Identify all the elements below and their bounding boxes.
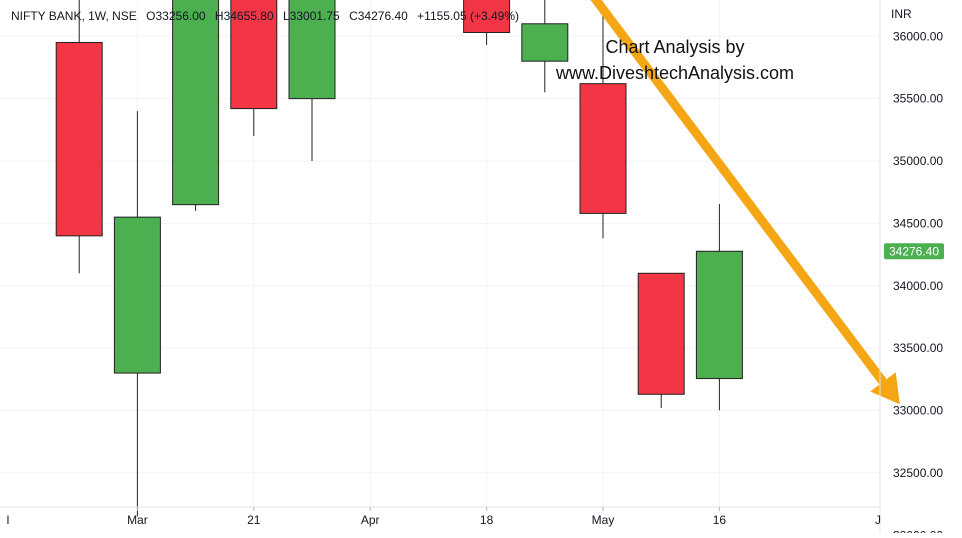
x-tick-label: 18 [480,513,494,527]
last-price-tag: 34276.40 [884,243,944,260]
candles [55,0,743,517]
y-tick-label: 33500.00 [893,341,943,355]
close-value: 34276.40 [358,9,408,23]
candle-body-bear [230,0,278,110]
trend-arrow [590,0,900,405]
svg-text:NIFTY BANK, 1W, NSE O3: NIFTY BANK, 1W, NSE O33256.00 H34655.80 … [11,9,519,23]
high-value: 34655.80 [224,9,274,23]
watermark-line-1: Chart Analysis by [605,37,744,57]
x-tick-label: 21 [247,513,261,527]
y-tick-label: 36000.00 [893,29,943,43]
trend-arrow-shaft [590,0,887,385]
candle [463,0,511,45]
candle [113,111,161,517]
symbol-name: NIFTY BANK, 1W, NSE [11,9,137,23]
last-price-tag-bg [884,243,944,260]
x-tick-label-edge-right: J [875,513,881,527]
candle [579,13,627,239]
candle [172,0,220,211]
candle [521,0,569,93]
candle [55,0,103,274]
last-price-label: 34276.40 [889,244,939,258]
x-tick-label-edge-left: l [7,513,10,527]
change-value: +1155.05 (+3.49%) [417,9,519,23]
low-value: 33001.75 [290,9,340,23]
price-axis: INR 39000.0038500.0038000.0037500.003700… [879,0,943,538]
x-tick-label: 16 [713,513,727,527]
x-tick-label: Mar [127,513,148,527]
y-tick-label: 33000.00 [893,404,943,418]
candle-body-bear [55,41,103,237]
candle-body-bull [288,0,336,100]
trend-arrow-head [870,372,900,405]
y-tick-label: 35500.00 [893,92,943,106]
x-tick-label: Apr [361,513,380,527]
candle-body-bear [637,272,685,395]
open-value: 33256.00 [156,9,206,23]
y-tick-label: 34500.00 [893,216,943,230]
candle-body-bull [113,216,161,374]
candle-body-bull [521,23,569,62]
watermark: Chart Analysis by www.DiveshtechAnalysis… [555,37,794,83]
candle [695,203,743,411]
currency-label: INR [891,7,912,21]
candle-body-bull [695,250,743,380]
x-tick-label: May [592,513,615,527]
candle-body-bull [172,0,220,206]
candle-body-bear [579,83,627,214]
y-tick-label: 34000.00 [893,279,943,293]
candle-body-bear [463,0,511,34]
symbol-legend: NIFTY BANK, 1W, NSE O33256.00 H34655.80 … [11,9,519,23]
y-tick-label: 35000.00 [893,154,943,168]
candle [230,0,278,137]
candle [637,272,685,409]
candle [288,0,336,161]
watermark-line-2: www.DiveshtechAnalysis.com [555,63,794,83]
y-tick-label: 32000.00 [893,528,943,533]
time-axis: Mar 21 Apr 18 May 16 l J [0,506,881,527]
y-tick-label: 32500.00 [893,466,943,480]
